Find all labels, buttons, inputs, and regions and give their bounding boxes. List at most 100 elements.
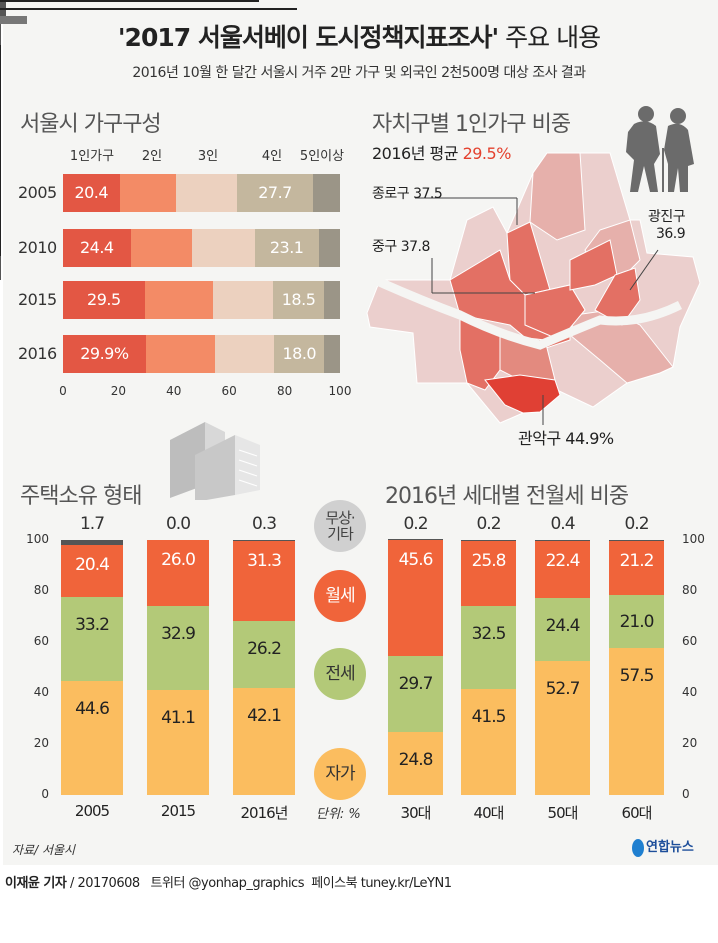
bar-value-label: 0.4 bbox=[550, 514, 575, 534]
y-tick-label: 20 bbox=[33, 736, 49, 750]
bar-value-label: 25.8 bbox=[471, 550, 507, 571]
x-tick-label: 20 bbox=[110, 384, 127, 398]
footer-info: / 20170608 트위터 @yonhap_graphics 페이스북 tun… bbox=[66, 876, 452, 891]
title-suffix: 주요 내용 bbox=[498, 23, 601, 52]
legend-leader bbox=[0, 36, 1, 45]
y-tick-label: 0 bbox=[41, 787, 49, 801]
housing-tenure-charts: 0 20 40 60 80 100 44.6 33.2 20.4 1.7 2005 41.1 32.9 2… bbox=[0, 0, 705, 822]
legend-leader bbox=[0, 27, 1, 36]
x-tick-label: 0 bbox=[59, 384, 67, 398]
seoul-district-map bbox=[366, 152, 701, 425]
category-label: 60대 bbox=[621, 804, 653, 822]
bar-value-label: 44.6 bbox=[75, 699, 110, 720]
y-tick-label: 60 bbox=[33, 634, 49, 648]
bar-value-label: 0.2 bbox=[403, 514, 428, 534]
bar-segment-1인가구 bbox=[63, 174, 120, 212]
bar-value-label: 29.7 bbox=[398, 674, 434, 695]
bar-segment-자가 bbox=[461, 689, 516, 795]
y-tick-mark bbox=[0, 2, 6, 3]
y-tick-mark bbox=[0, 13, 6, 14]
legend-wolse: 월세 bbox=[314, 570, 366, 622]
bar-value-label: 29.9% bbox=[80, 344, 129, 363]
bar-segment-무상·기타 bbox=[61, 540, 123, 545]
category-label: 50대 bbox=[547, 804, 579, 822]
bar-segment-전세 bbox=[233, 620, 295, 688]
y-tick-label: 0 bbox=[682, 787, 690, 801]
legend-leader bbox=[0, 19, 27, 20]
year-label: 2015 bbox=[18, 290, 57, 309]
bar-segment-1인가구 bbox=[63, 229, 131, 267]
x-tick-label: 60 bbox=[221, 384, 237, 398]
legend-5: 5인이상 bbox=[299, 149, 345, 164]
bar-segment-2인 bbox=[130, 229, 193, 267]
x-tick-mark bbox=[0, 272, 1, 276]
district-seongdong bbox=[569, 239, 618, 291]
bar-segment-월세 bbox=[609, 540, 664, 595]
bar-segment-3인 bbox=[212, 281, 273, 319]
household-composition-chart: 1인가구 2인 3인 4인 5인이상 2005 20.4 27.7 2010 24.4 23.1 20… bbox=[0, 0, 351, 398]
bar-segment-월세 bbox=[535, 541, 590, 599]
legend-free-other: 무상· 기타 bbox=[314, 500, 366, 552]
yonhap-logo: 연합뉴스 bbox=[632, 836, 694, 857]
bar-segment-5인이상 bbox=[318, 229, 340, 267]
bar-segment-4인 bbox=[254, 229, 319, 267]
year-label: 2016 bbox=[18, 344, 57, 363]
x-axis-line bbox=[0, 0, 259, 2]
bar-segment-5인이상 bbox=[324, 281, 340, 319]
y-tick-mark bbox=[0, 3, 6, 4]
bar-value-label: 22.4 bbox=[545, 551, 581, 572]
y-axis-line bbox=[0, 45, 1, 256]
legend-leader bbox=[0, 18, 27, 19]
han-river bbox=[373, 275, 683, 350]
bar-segment-2인 bbox=[145, 335, 215, 373]
bar-segment-3인 bbox=[214, 335, 275, 373]
category-label: 2016년 bbox=[240, 804, 289, 822]
bar-value-label: 24.8 bbox=[398, 749, 434, 770]
legend-leader bbox=[0, 17, 27, 18]
year-label: 2010 bbox=[18, 238, 57, 257]
legend-own: 자가 bbox=[314, 748, 366, 800]
bar-value-label: 21.0 bbox=[619, 611, 655, 632]
bar-value-label: 18.0 bbox=[282, 344, 317, 363]
bar-value-label: 1.7 bbox=[79, 514, 105, 534]
bar-value-label: 32.5 bbox=[471, 624, 507, 645]
legend-leader bbox=[0, 21, 27, 22]
bar-value-label: 18.5 bbox=[281, 290, 316, 309]
bar-segment-2인 bbox=[119, 174, 176, 212]
bar-value-label: 41.1 bbox=[161, 708, 196, 729]
bar-segment-무상·기타 bbox=[535, 540, 590, 542]
bar-segment-전세 bbox=[61, 596, 123, 682]
y-tick-label: 100 bbox=[682, 532, 705, 546]
bar-segment-무상·기타 bbox=[388, 539, 443, 540]
category-label: 40대 bbox=[473, 804, 505, 822]
bar-value-label: 24.4 bbox=[545, 616, 581, 637]
bar-value-label: 29.5 bbox=[87, 290, 121, 309]
y-tick-mark bbox=[0, 15, 6, 16]
footer-credit: 이재윤 기자 / 20170608 트위터 @yonhap_graphics 페… bbox=[5, 872, 452, 891]
category-label: 2005 bbox=[74, 802, 110, 820]
x-axis-line bbox=[0, 8, 297, 10]
bar-segment-4인 bbox=[274, 335, 325, 373]
bar-segment-1인가구 bbox=[63, 281, 145, 319]
bar-segment-자가 bbox=[147, 690, 209, 795]
bar-value-label: 24.4 bbox=[79, 238, 114, 257]
district-gwanak bbox=[484, 374, 561, 414]
bar-value-label: 27.7 bbox=[258, 183, 292, 202]
legend-jeonse: 전세 bbox=[314, 648, 366, 700]
bar-segment-전세 bbox=[461, 606, 516, 690]
y-tick-mark bbox=[0, 10, 6, 11]
bar-segment-자가 bbox=[61, 681, 123, 795]
map-subtitle: 2016년 평균 29.5% bbox=[372, 140, 511, 164]
category-label: 2015 bbox=[160, 802, 196, 820]
household-chart-title: 서울시 가구구성 bbox=[20, 112, 162, 137]
bar-value-label: 26.0 bbox=[161, 550, 196, 570]
map-label-jongno: 종로구 37.5 bbox=[372, 186, 443, 202]
bar-segment-4인 bbox=[272, 281, 325, 319]
source-label: 자료/ 서울시 bbox=[12, 843, 76, 857]
legend-leader bbox=[0, 23, 27, 24]
y-tick-label: 40 bbox=[682, 685, 698, 699]
elderly-couple-icon bbox=[626, 106, 694, 192]
bar-value-label: 42.1 bbox=[247, 705, 282, 726]
bar-segment-전세 bbox=[535, 598, 590, 661]
y-tick-mark bbox=[0, 4, 6, 5]
